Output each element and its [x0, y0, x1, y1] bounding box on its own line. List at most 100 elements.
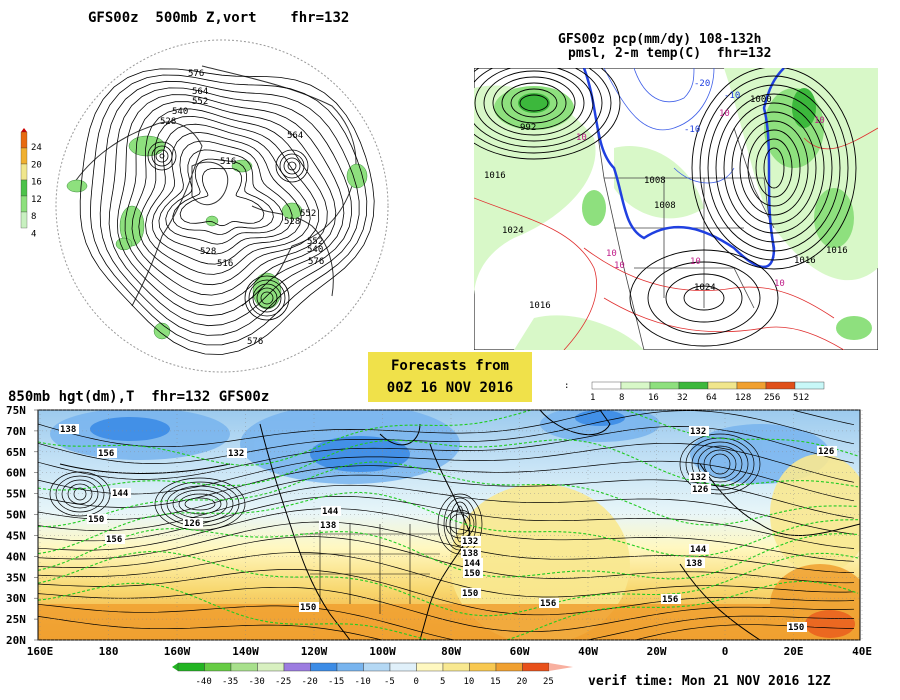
p1-low-contour: [252, 283, 282, 313]
p3-label-bg: [321, 506, 341, 516]
p3-colorbar-tick: 20: [517, 677, 528, 687]
p3-label-bg: [689, 472, 709, 482]
p1-height-contour: [151, 131, 302, 265]
p3-contour-label: 132: [690, 473, 706, 483]
p3-lon-label: 120W: [301, 645, 328, 658]
p3-contour-label: 138: [462, 549, 478, 559]
p3-lon-label: 180: [99, 645, 119, 658]
p3-lat-label: 50N: [6, 509, 26, 522]
p3-label-bg: [299, 602, 319, 612]
p3-colorbar-tick: -5: [384, 677, 395, 687]
p2-isobar: [519, 94, 549, 112]
p3-temp-contour: [38, 461, 859, 528]
greenland: [191, 161, 229, 206]
p1-contour-label: 564: [287, 131, 303, 141]
p1-height-contour: [138, 115, 320, 286]
p3-contour-label: 126: [692, 485, 708, 495]
p3-label-bg: [817, 446, 837, 456]
p2-isobar: [707, 84, 841, 252]
panel3-850mb-map: 75N 70N 65N 60N 55N 50N 45N 40N 35N 30N 25N 20N 160…: [6, 404, 872, 658]
p3-height-contour: [38, 484, 855, 535]
p3-contour-label: 150: [788, 623, 804, 633]
p3-low-contour: [73, 487, 87, 501]
p3-height-contour: [38, 536, 855, 584]
p2-colorbar-tick: 64: [706, 393, 717, 403]
p3-contour-label: 144: [690, 545, 707, 555]
p3-lat-label: 35N: [6, 571, 26, 584]
p2-map-label: 1008: [644, 176, 666, 186]
p3-colorbar-tick: 25: [543, 677, 554, 687]
p3-contour-label: 144: [464, 559, 481, 569]
p1-contour-label: 528: [284, 217, 300, 227]
p3-lat-label: 40N: [6, 550, 26, 563]
p2-colorbar-swatch: [794, 381, 825, 390]
p2-isobar: [483, 70, 585, 136]
p2-map-label: 1000: [750, 95, 772, 105]
p3-colorbar-tick: 5: [440, 677, 445, 687]
p2-map-label: 10: [614, 261, 625, 271]
p2-isobar: [747, 129, 801, 207]
p3-contour-label: 138: [60, 425, 76, 435]
p1-low-contour: [256, 287, 278, 309]
p3-contour-label: 126: [818, 447, 834, 457]
p3-height-contour: [38, 603, 855, 640]
p3-low-contour: [443, 497, 477, 551]
p3-low-contour: [455, 505, 465, 543]
p1-low-contour: [151, 145, 173, 167]
p3-label-bg: [463, 568, 483, 578]
p3-lon-label: 0: [722, 645, 729, 658]
p2-map-label: 10: [719, 109, 730, 119]
p2-map-label: 1024: [502, 226, 524, 236]
p2-isobar: [510, 88, 558, 118]
panel2-title-line2: pmsl, 2-m temp(C) fhr=132: [568, 46, 772, 61]
p3-label-bg: [661, 594, 681, 604]
p3-lon-label: 160W: [164, 645, 191, 658]
p2-isobar: [492, 76, 576, 130]
p3-label-bg: [97, 448, 117, 458]
p2-map-label: 1024: [694, 283, 716, 293]
p3-lon-label: 20E: [784, 645, 804, 658]
p2-isobar: [763, 147, 785, 189]
p3-label-bg: [461, 536, 481, 546]
p3-height-contour: [38, 442, 855, 495]
p2-isobar: [474, 68, 612, 154]
p3-temp-contour: [38, 550, 859, 617]
p1-height-contour: [145, 123, 311, 275]
p3-low-contour: [697, 445, 743, 483]
p3-colorbar-tick: -15: [328, 677, 344, 687]
p3-low-contour: [709, 453, 731, 475]
p2-colorbar-swatch: [620, 381, 651, 390]
p3-colorbar-swatch: [204, 662, 232, 672]
p3-lat-label: 60N: [6, 467, 26, 480]
p3-colorbar-swatch: [522, 662, 550, 672]
p2-colorbar-tick: 32: [677, 393, 688, 403]
p3-label-bg: [685, 558, 705, 568]
p3-temp-contour: [38, 439, 859, 491]
p3-contour-label: 156: [106, 535, 122, 545]
p1-colorbar-tick: 16: [31, 178, 42, 188]
p2-colorbar-tick: 8: [619, 393, 624, 403]
p3-contour-label: 126: [184, 519, 200, 529]
p3-label-bg: [87, 514, 107, 524]
p1-contour-label: 552: [300, 209, 316, 219]
p1-height-contour: [124, 101, 337, 306]
p2-isobar: [629, 249, 779, 347]
p2-isobar: [715, 93, 833, 243]
hudson-bay: [379, 423, 421, 446]
p1-low-contour: [287, 161, 297, 171]
p3-height-contour: [38, 521, 855, 573]
p3-label-bg: [183, 518, 203, 528]
p1-contour-label: 540: [307, 245, 323, 255]
p3-low-contour: [178, 493, 222, 515]
p3-lat-label: 20N: [6, 634, 26, 647]
p2-colorbar-swatch: [591, 381, 622, 390]
p1-height-contour: [172, 158, 274, 235]
p3-height-contour: [38, 586, 855, 633]
p3-low-contour: [61, 479, 99, 509]
p3-colorbar-swatch: [283, 662, 311, 672]
p3-temp-contour: [38, 491, 859, 557]
p1-low-contour: [279, 153, 305, 179]
p2-map-label: -20: [694, 79, 710, 89]
p3-colorbar-tick: -40: [196, 677, 212, 687]
africa: [679, 563, 761, 640]
